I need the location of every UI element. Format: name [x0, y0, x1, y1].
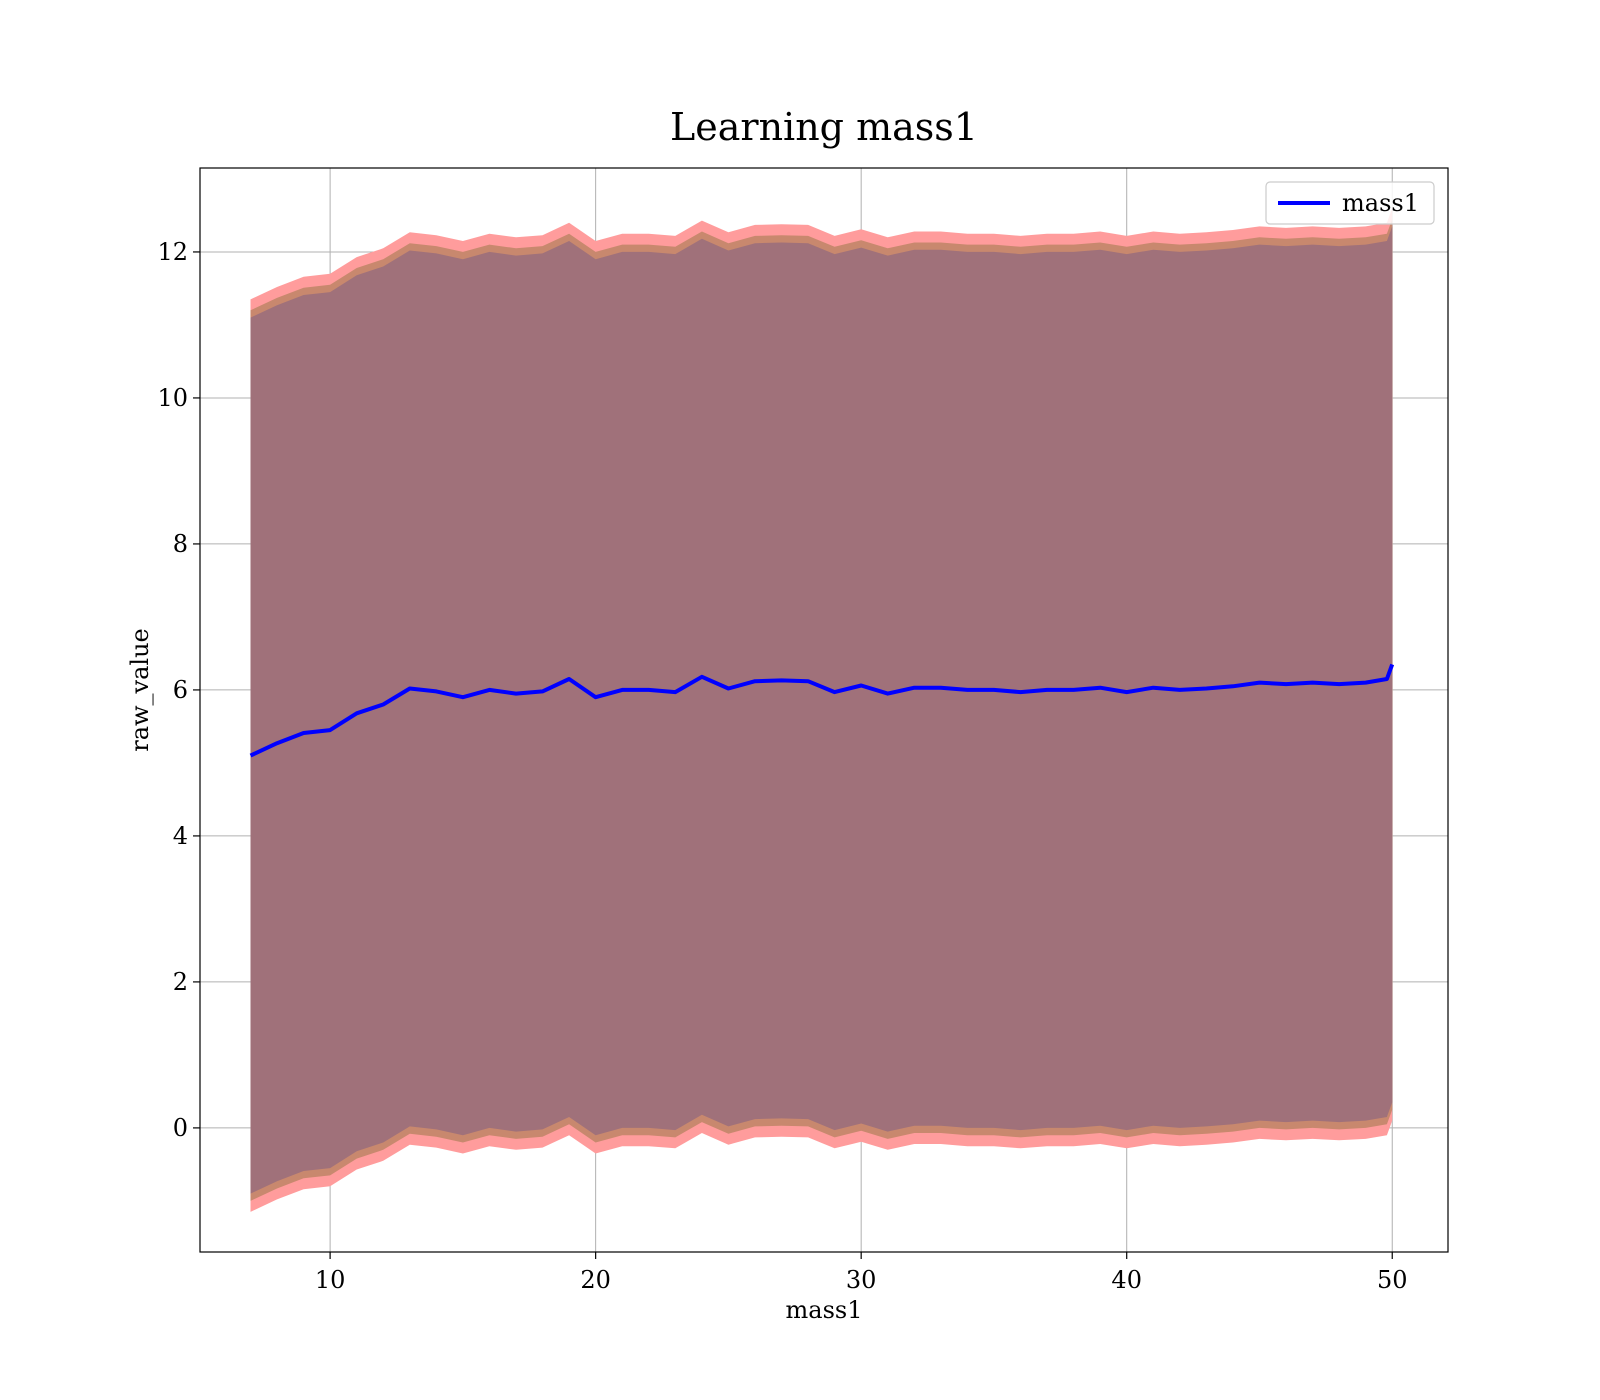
y-tick-label: 2	[173, 968, 188, 996]
legend-box	[1265, 181, 1435, 225]
legend: mass1	[1265, 181, 1435, 225]
legend-label-mass1: mass1	[1342, 189, 1419, 217]
x-tick-label: 30	[846, 1266, 877, 1294]
y-tick-label: 8	[173, 530, 188, 558]
series-line-mass1	[249, 663, 1395, 758]
plot-frame	[199, 167, 1449, 1253]
x-tick-label: 40	[1111, 1266, 1142, 1294]
y-tick-label: 0	[173, 1114, 188, 1142]
y-tick-label: 6	[173, 676, 188, 704]
y-tick-label: 4	[173, 822, 188, 850]
chart-title: Learning mass1	[670, 105, 978, 149]
band-inner	[250, 226, 1393, 1194]
x-tick-label: 50	[1377, 1266, 1408, 1294]
y-tick-label: 12	[157, 238, 188, 266]
x-tick-label: 20	[580, 1266, 611, 1294]
axis-ticks: 10 20 30 40 50 0 2 4 6 8 10 12	[157, 238, 1407, 1294]
x-tick-label: 10	[315, 1266, 346, 1294]
y-tick-label: 10	[157, 384, 188, 412]
series-lines	[249, 663, 1395, 758]
confidence-bands	[250, 208, 1393, 1212]
x-axis-label: mass1	[786, 1296, 863, 1324]
y-axis-label: raw_value	[126, 628, 154, 752]
